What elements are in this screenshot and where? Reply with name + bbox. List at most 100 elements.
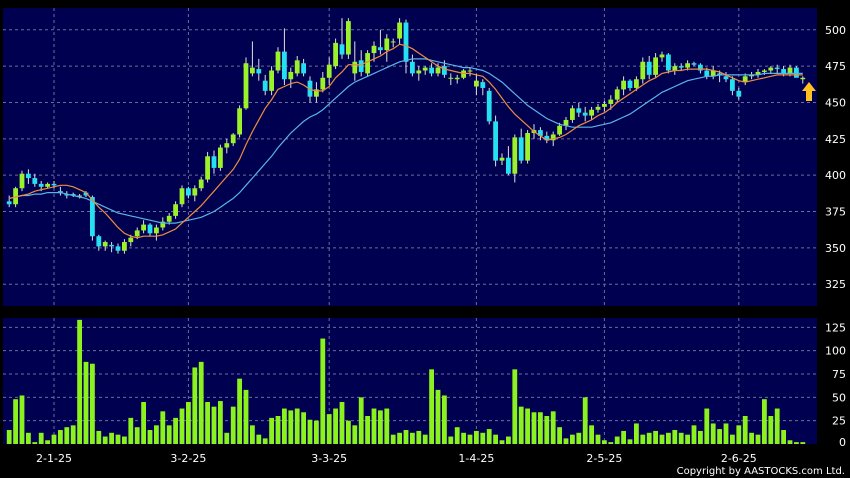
candle <box>326 57 332 86</box>
candle-body <box>634 79 639 88</box>
candle-body <box>179 188 185 205</box>
volume-bar <box>371 408 377 444</box>
candle <box>672 63 678 75</box>
candle <box>800 76 806 84</box>
candle <box>653 53 658 78</box>
volume-bar <box>461 432 466 444</box>
price-tick-label: 375 <box>825 206 846 219</box>
candle <box>506 146 511 176</box>
volume-bar <box>13 399 18 444</box>
candle-body <box>461 70 466 78</box>
volume-bar <box>179 408 185 444</box>
volume-bar <box>301 412 306 444</box>
candle-body <box>269 70 274 91</box>
up-arrow-icon <box>802 82 816 101</box>
candle-body <box>333 42 338 67</box>
volume-axis: 0 25 50 75 100 125 <box>825 321 846 449</box>
volume-bar <box>730 434 735 444</box>
volume-bar <box>570 434 575 444</box>
candle <box>666 53 671 74</box>
candle <box>627 79 633 91</box>
candle-body <box>147 224 153 234</box>
candle <box>538 127 543 141</box>
candle <box>230 133 236 147</box>
candle-body <box>13 188 18 205</box>
candle-body <box>262 80 268 91</box>
candle-body <box>6 201 12 205</box>
volume-bar <box>288 410 294 444</box>
volume-tick-label: 25 <box>832 415 846 428</box>
volume-bar <box>6 430 12 444</box>
candle <box>691 61 697 67</box>
candle-body <box>442 66 447 75</box>
volume-tick-label: 125 <box>825 321 846 334</box>
candle <box>288 67 294 88</box>
candle <box>390 38 396 48</box>
candle <box>102 240 108 251</box>
candle-body <box>326 64 332 78</box>
volume-bar <box>800 442 806 444</box>
volume-bar <box>269 417 274 444</box>
candle <box>378 29 383 55</box>
volume-bar <box>218 401 223 444</box>
candle-body <box>467 70 473 72</box>
candle <box>262 74 268 96</box>
candle-body <box>166 215 172 222</box>
candle-body <box>26 173 31 179</box>
date-tick-label: 3-3-25 <box>311 452 347 465</box>
volume-bar <box>160 411 166 444</box>
volume-bar <box>365 416 370 444</box>
candle-body <box>230 134 236 144</box>
date-tick-label: 2-6-25 <box>721 452 757 465</box>
volume-bar <box>397 432 402 444</box>
candle <box>333 38 338 70</box>
candle-body <box>570 108 575 120</box>
candle-body <box>544 135 550 141</box>
candle-body <box>800 77 806 80</box>
candle-body <box>352 61 358 74</box>
candle <box>45 182 50 189</box>
candle-body <box>416 70 422 74</box>
candle-body <box>397 22 402 39</box>
candle-body <box>51 183 57 186</box>
volume-bar <box>589 425 594 444</box>
candle-body <box>685 63 690 68</box>
price-tick-label: 425 <box>825 133 846 146</box>
candle-body <box>275 51 281 71</box>
volume-bar <box>749 432 754 444</box>
date-tick-label: 2-5-25 <box>586 452 622 465</box>
candle <box>115 243 121 254</box>
volume-bar <box>691 425 697 444</box>
candle-body <box>422 67 428 71</box>
volume-bar <box>582 397 588 444</box>
candle <box>32 173 38 187</box>
candle-body <box>608 99 614 104</box>
candle <box>563 117 569 131</box>
volume-series <box>6 319 806 444</box>
candle <box>768 66 774 74</box>
candle-body <box>774 67 780 70</box>
candle <box>710 66 716 80</box>
candle <box>634 76 639 91</box>
candle-body <box>38 183 44 187</box>
candle <box>730 76 735 96</box>
candle-body <box>64 194 70 196</box>
candle-body <box>518 137 524 161</box>
volume-bar <box>499 440 505 444</box>
volume-bar <box>26 432 31 444</box>
volume-bar <box>666 432 671 444</box>
volume-bar <box>243 389 249 444</box>
candle <box>320 71 326 93</box>
volume-bar <box>96 430 102 444</box>
volume-bar <box>787 440 793 444</box>
candle <box>403 19 409 74</box>
candle <box>608 95 614 110</box>
candle <box>282 28 287 86</box>
candle <box>480 79 486 96</box>
candle <box>243 57 249 110</box>
volume-bar <box>678 432 684 444</box>
volume-bar <box>45 440 50 444</box>
candle <box>698 63 703 74</box>
candle <box>90 195 95 241</box>
candle <box>70 192 76 197</box>
